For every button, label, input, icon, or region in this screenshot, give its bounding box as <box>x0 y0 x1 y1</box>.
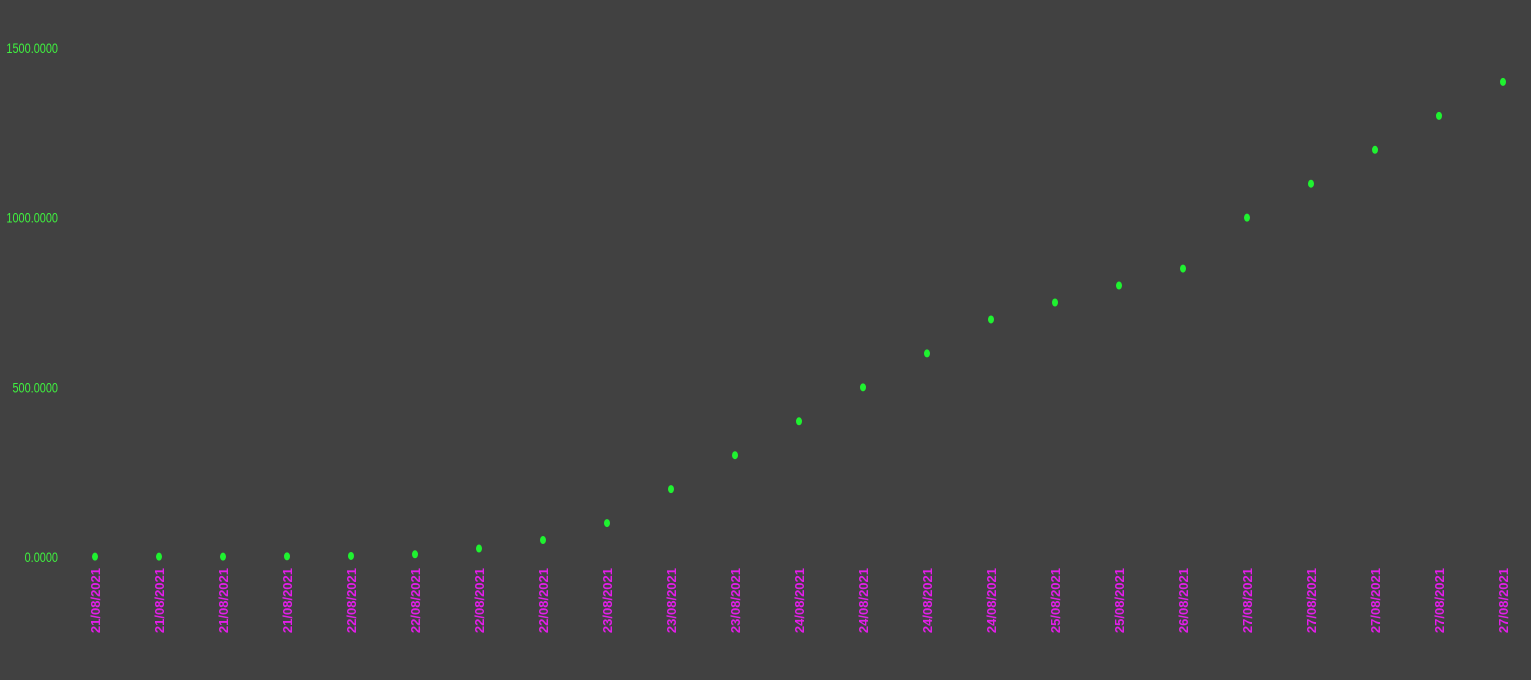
x-tick-label: 22/08/2021 <box>344 568 359 633</box>
x-tick-label: 25/08/2021 <box>1112 568 1127 633</box>
y-tick-label: 1500.0000 <box>6 41 58 57</box>
x-tick-label: 27/08/2021 <box>1432 568 1447 633</box>
data-point <box>988 315 994 324</box>
data-point <box>1244 213 1250 222</box>
data-point <box>668 485 674 494</box>
data-point <box>860 383 866 392</box>
x-tick-label: 27/08/2021 <box>1496 568 1511 633</box>
x-tick-label: 24/08/2021 <box>984 568 999 633</box>
data-point <box>924 349 930 358</box>
x-tick-label: 24/08/2021 <box>792 568 807 633</box>
x-tick-label: 21/08/2021 <box>152 568 167 633</box>
data-point <box>1308 179 1314 188</box>
x-tick-label: 22/08/2021 <box>536 568 551 633</box>
y-tick-label: 500.0000 <box>12 380 58 396</box>
x-tick-label: 25/08/2021 <box>1048 568 1063 633</box>
data-point <box>412 550 418 559</box>
data-point <box>284 552 290 561</box>
data-point <box>1436 111 1442 120</box>
data-point <box>604 519 610 528</box>
x-tick-label: 23/08/2021 <box>728 568 743 633</box>
x-tick-label: 24/08/2021 <box>856 568 871 633</box>
x-tick-label: 27/08/2021 <box>1368 568 1383 633</box>
data-point <box>796 417 802 426</box>
data-point <box>732 451 738 460</box>
data-point <box>348 551 354 560</box>
y-tick-label: 0.0000 <box>25 550 58 566</box>
x-tick-label: 27/08/2021 <box>1240 568 1255 633</box>
x-tick-label: 24/08/2021 <box>920 568 935 633</box>
data-point <box>1116 281 1122 290</box>
y-tick-label: 1000.0000 <box>6 210 58 226</box>
x-tick-label: 22/08/2021 <box>472 568 487 633</box>
x-tick-label: 21/08/2021 <box>88 568 103 633</box>
y-axis: 0.0000 500.0000 1000.0000 1500.0000 <box>6 41 58 566</box>
x-axis: 21/08/2021 21/08/2021 21/08/2021 21/08/2021… <box>88 568 1511 633</box>
x-tick-label: 26/08/2021 <box>1176 568 1191 633</box>
x-tick-label: 23/08/2021 <box>600 568 615 633</box>
data-point <box>1372 145 1378 154</box>
data-point <box>156 552 162 561</box>
x-tick-label: 22/08/2021 <box>408 568 423 633</box>
data-point <box>1180 264 1186 273</box>
data-point <box>1500 77 1506 86</box>
data-point <box>476 544 482 553</box>
data-point <box>540 536 546 545</box>
data-points <box>92 77 1506 561</box>
x-tick-label: 23/08/2021 <box>664 568 679 633</box>
data-point <box>92 552 98 561</box>
x-tick-label: 27/08/2021 <box>1304 568 1319 633</box>
x-tick-label: 21/08/2021 <box>280 568 295 633</box>
data-point <box>220 552 226 561</box>
data-point <box>1052 298 1058 307</box>
x-tick-label: 21/08/2021 <box>216 568 231 633</box>
